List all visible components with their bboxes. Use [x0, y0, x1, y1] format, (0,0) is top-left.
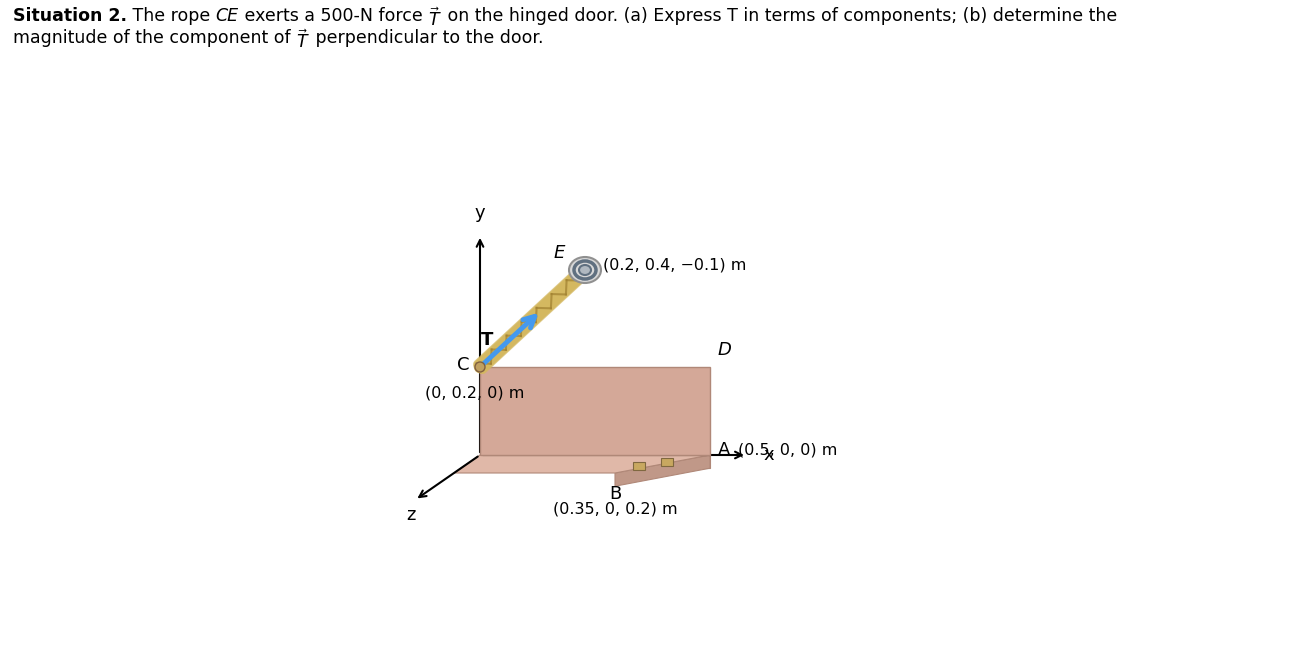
Text: C: C — [457, 356, 470, 374]
Text: y: y — [474, 204, 485, 222]
Text: B: B — [608, 485, 622, 503]
Ellipse shape — [569, 257, 600, 283]
Text: exerts a 500-N force: exerts a 500-N force — [239, 7, 428, 25]
Text: perpendicular to the door.: perpendicular to the door. — [310, 29, 544, 47]
Text: CE: CE — [215, 7, 239, 25]
Bar — [633, 462, 645, 470]
Text: Situation 2.: Situation 2. — [13, 7, 127, 25]
Text: (0.2, 0.4, −0.1) m: (0.2, 0.4, −0.1) m — [603, 257, 746, 272]
Text: (0.5, 0, 0) m: (0.5, 0, 0) m — [738, 443, 837, 457]
Text: T: T — [481, 331, 493, 349]
Text: on the hinged door. (a) Express T in terms of components; (b) determine the: on the hinged door. (a) Express T in ter… — [442, 7, 1117, 25]
Text: E: E — [553, 244, 565, 262]
Bar — [661, 458, 673, 466]
Text: $\vec{T}$: $\vec{T}$ — [296, 29, 310, 52]
Text: (0.35, 0, 0.2) m: (0.35, 0, 0.2) m — [553, 501, 677, 516]
Text: (0, 0.2, 0) m: (0, 0.2, 0) m — [424, 385, 524, 400]
Polygon shape — [455, 455, 710, 473]
Text: z: z — [406, 506, 415, 524]
Polygon shape — [480, 367, 710, 455]
Text: $\vec{T}$: $\vec{T}$ — [428, 7, 442, 29]
Text: The rope: The rope — [127, 7, 215, 25]
Polygon shape — [480, 455, 710, 468]
Circle shape — [474, 362, 485, 372]
Ellipse shape — [579, 265, 591, 275]
Text: x: x — [763, 446, 774, 464]
Text: magnitude of the component of: magnitude of the component of — [13, 29, 296, 47]
Text: A: A — [717, 441, 731, 459]
Polygon shape — [615, 455, 710, 486]
Text: D: D — [717, 341, 732, 359]
